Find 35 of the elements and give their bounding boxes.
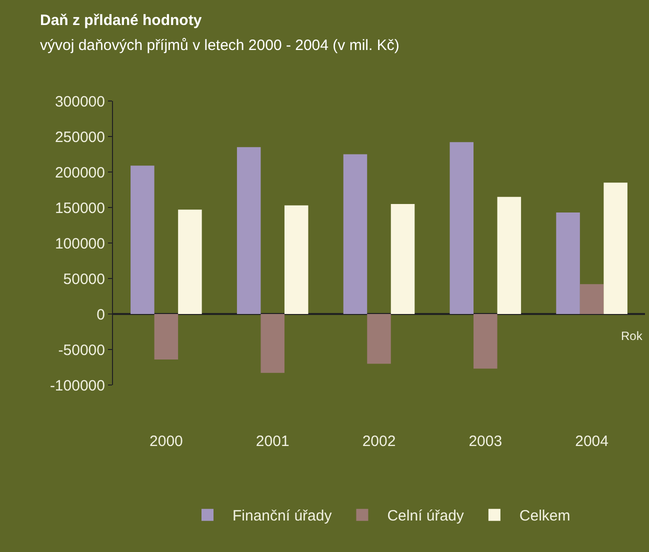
- bar: [284, 205, 308, 314]
- x-axis-title: Rok: [621, 329, 644, 343]
- bar: [367, 314, 391, 364]
- x-tick-label: 2000: [150, 433, 183, 450]
- legend-label: Finanční úřady: [232, 508, 332, 525]
- x-tick-label: 2001: [256, 433, 290, 450]
- y-tick-label: 0: [96, 306, 105, 324]
- y-tick-label: -50000: [58, 342, 105, 359]
- bar: [604, 182, 628, 314]
- x-tick-label: 2003: [468, 433, 502, 450]
- legend-label: Celní úřady: [387, 508, 464, 525]
- bar: [154, 314, 178, 360]
- y-tick-label: 100000: [54, 235, 105, 252]
- y-tick-label: -100000: [50, 377, 105, 394]
- bar: [130, 166, 154, 314]
- bar: [497, 196, 522, 314]
- bar: [450, 142, 474, 314]
- y-tick-label: 300000: [54, 93, 105, 110]
- bar: [178, 210, 202, 314]
- y-tick-label: 50000: [63, 270, 105, 288]
- y-tick-label: 250000: [54, 128, 105, 146]
- bar: [580, 284, 604, 314]
- bar: [260, 314, 284, 373]
- x-tick-label: 2002: [362, 433, 396, 450]
- bar: [236, 147, 261, 314]
- chart-title: Daň z přldané hodnoty: [40, 12, 202, 29]
- bar: [556, 212, 580, 314]
- legend-label: Celkem: [519, 508, 570, 525]
- y-tick-label: 200000: [54, 164, 105, 182]
- chart-subtitle: vývoj daňových příjmů v letech 2000 - 2004 (v mil. Kč): [40, 37, 400, 54]
- bar: [390, 204, 415, 314]
- x-tick-label: 2004: [575, 433, 608, 450]
- y-tick-label: 150000: [54, 200, 105, 217]
- bar: [474, 314, 498, 369]
- bar: [343, 154, 368, 314]
